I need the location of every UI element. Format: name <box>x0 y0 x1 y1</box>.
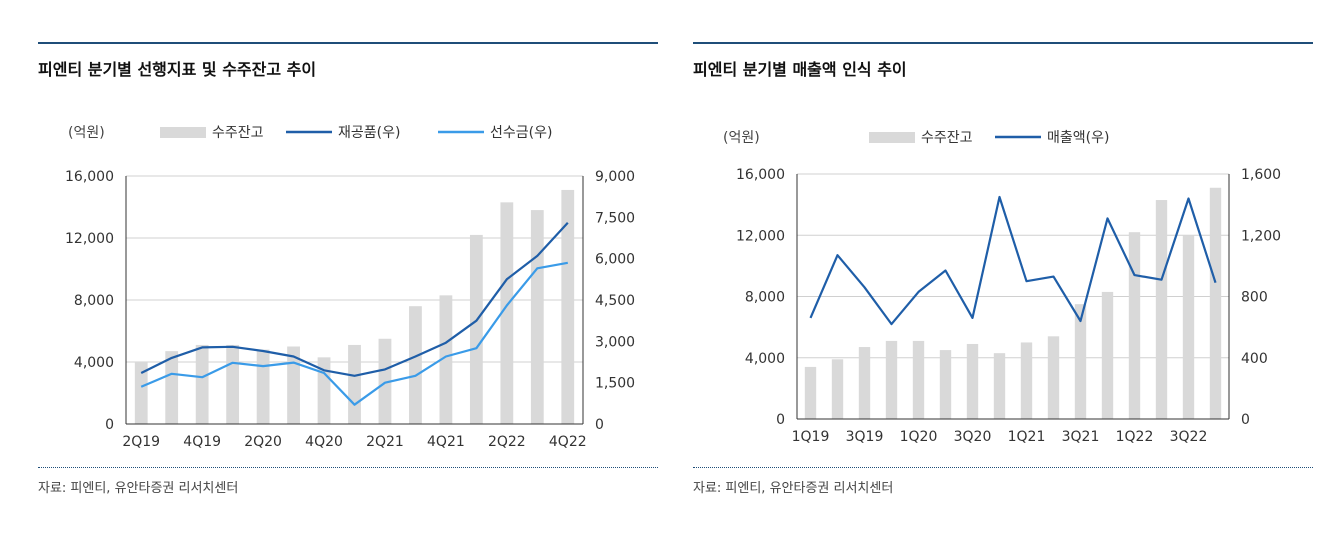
bar <box>561 189 575 424</box>
x-axis-tick-label: 4Q21 <box>427 434 465 450</box>
source-label: 자료: 피엔티, 유안타증권 리서치센터 <box>693 481 894 496</box>
legend-swatch-bar <box>160 127 206 138</box>
bar <box>165 351 179 424</box>
x-axis-tick-label: 4Q22 <box>549 434 587 450</box>
x-axis-tick-label: 3Q20 <box>954 429 992 445</box>
x-axis-tick-label: 1Q20 <box>900 429 938 445</box>
bar <box>993 353 1006 419</box>
left-axis-tick-label: 0 <box>776 412 785 428</box>
legend-label: 수주잔고 <box>212 125 264 141</box>
x-axis-tick-label: 1Q19 <box>792 429 830 445</box>
left-axis-tick-label: 12,000 <box>736 228 785 244</box>
bar <box>530 210 544 424</box>
title-rule <box>693 42 1313 44</box>
legend-label: 매출액(우) <box>1047 130 1109 146</box>
bar <box>378 338 392 424</box>
leading-indicators-chart: (억원) 수주잔고 재공품(우) 선수금(우) 0 4,000 8,000 12,000 16,… <box>65 125 635 450</box>
unit-label: (억원) <box>723 130 760 146</box>
left-axis-tick-label: 16,000 <box>736 167 785 183</box>
legend-label: 재공품(우) <box>338 125 400 141</box>
x-axis-tick-label: 4Q19 <box>183 434 221 450</box>
bar <box>831 359 844 419</box>
bar <box>885 340 898 419</box>
x-axis-tick-label: 4Q20 <box>305 434 343 450</box>
bar <box>939 350 952 419</box>
legend-label: 선수금(우) <box>490 125 552 141</box>
bar <box>287 346 300 424</box>
x-axis-tick-label: 3Q22 <box>1170 429 1208 445</box>
right-axis-tick-label: 1,200 <box>1241 228 1281 244</box>
left-axis-tick-label: 4,000 <box>745 351 785 367</box>
x-axis-tick-label: 3Q19 <box>846 429 884 445</box>
right-axis-tick-label: 800 <box>1241 290 1268 306</box>
left-axis-tick-label: 8,000 <box>745 290 785 306</box>
bar <box>912 340 925 419</box>
source-label: 자료: 피엔티, 유안타증권 리서치센터 <box>38 481 239 496</box>
bar <box>1155 200 1168 419</box>
bar <box>858 347 871 419</box>
x-axis-tick-label: 3Q21 <box>1062 429 1100 445</box>
bar <box>1209 187 1222 419</box>
left-axis-tick-label: 4,000 <box>74 355 114 371</box>
right-axis-tick-label: 1,600 <box>1241 167 1281 183</box>
legend-swatch-bar <box>869 132 915 143</box>
right-axis-tick-label: 6,000 <box>595 252 635 268</box>
series-line-dark <box>140 222 569 377</box>
right-axis-tick-label: 0 <box>595 417 604 433</box>
bar <box>317 357 331 424</box>
bar <box>1047 336 1060 419</box>
title-rule <box>38 42 658 44</box>
bar <box>469 234 483 424</box>
x-axis-tick-label: 1Q21 <box>1008 429 1046 445</box>
x-axis-tick-label: 2Q21 <box>366 434 404 450</box>
footer-rule <box>38 467 658 468</box>
bar <box>1182 235 1195 419</box>
bar <box>804 366 817 419</box>
x-axis-tick-label: 2Q20 <box>244 434 282 450</box>
bar <box>439 295 453 424</box>
x-axis-tick-label: 2Q22 <box>488 434 526 450</box>
left-axis-tick-label: 16,000 <box>65 169 114 185</box>
unit-label: (억원) <box>68 125 105 141</box>
x-axis-tick-label: 1Q22 <box>1116 429 1154 445</box>
series-line-light <box>140 261 568 406</box>
left-axis-tick-label: 8,000 <box>74 293 114 309</box>
bar <box>1128 232 1141 419</box>
right-axis-tick-label: 3,000 <box>595 334 635 350</box>
bar <box>134 362 148 424</box>
bar <box>348 344 361 424</box>
right-axis-tick-label: 9,000 <box>595 169 635 185</box>
bar <box>500 202 514 424</box>
bar <box>256 349 270 424</box>
x-axis-tick-label: 2Q19 <box>122 434 160 450</box>
right-axis-tick-label: 1,500 <box>595 376 635 392</box>
left-axis-tick-label: 0 <box>105 417 114 433</box>
footer-rule <box>693 467 1313 468</box>
bar <box>409 306 422 424</box>
left-axis-tick-label: 12,000 <box>65 231 114 247</box>
series-line-dark <box>809 195 1217 326</box>
bar <box>966 343 979 419</box>
bar <box>226 344 240 424</box>
bar <box>1101 291 1114 419</box>
right-axis-tick-label: 7,500 <box>595 210 635 226</box>
right-axis-tick-label: 400 <box>1241 351 1268 367</box>
right-axis-tick-label: 0 <box>1241 412 1250 428</box>
chart-title: 피엔티 분기별 선행지표 및 수주잔고 추이 <box>38 60 317 79</box>
bar <box>195 344 209 424</box>
chart-title: 피엔티 분기별 매출액 인식 추이 <box>693 60 907 79</box>
bar <box>1020 342 1033 419</box>
revenue-recognition-chart: (억원) 수주잔고 매출액(우) 0 4,000 8,000 12,000 16,000 0 40… <box>723 130 1281 445</box>
legend-label: 수주잔고 <box>921 130 973 146</box>
bar <box>1074 304 1087 419</box>
right-axis-tick-label: 4,500 <box>595 293 635 309</box>
